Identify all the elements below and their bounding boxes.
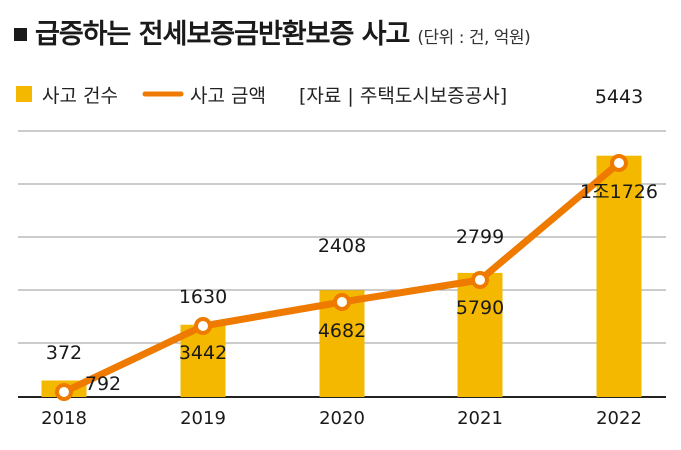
- bar-2022: [596, 155, 642, 397]
- bar-label-2021: 2799: [456, 226, 504, 248]
- bar-label-2018: 372: [46, 342, 82, 364]
- line-label-2020: 4682: [318, 320, 366, 342]
- amount-marker-2019: [194, 317, 212, 335]
- legend-bar-label: 사고 건수: [42, 85, 118, 107]
- title-row: 급증하는 전세보증금반환보증 사고 (단위 : 건, 억원): [14, 12, 531, 52]
- unit-note: (단위 : 건, 억원): [417, 28, 531, 48]
- x-tick-2022: 2022: [596, 408, 642, 429]
- bar-label-2019: 1630: [179, 286, 227, 308]
- amount-marker-2021: [471, 271, 489, 289]
- bar-label-2022: 5443: [595, 86, 643, 108]
- amount-marker-2020: [333, 293, 351, 311]
- line-label-2018: 792: [85, 373, 121, 395]
- bar-label-2020: 2408: [318, 235, 366, 257]
- legend-line-label: 사고 금액: [190, 85, 266, 107]
- x-tick-2020: 2020: [319, 408, 365, 429]
- amount-marker-2022: [610, 154, 628, 172]
- line-label-2019: 3442: [179, 342, 227, 364]
- title-square-icon: [14, 28, 27, 41]
- line-label-2021: 5790: [456, 297, 504, 319]
- x-tick-2019: 2019: [180, 408, 226, 429]
- legend: 사고 건수 사고 금액 [자료 | 주택도시보증공사]: [16, 85, 507, 107]
- labels-layer: 372 1630 2408 2799 5443 792 3442 4682 5790 1조1726…: [41, 86, 658, 429]
- chart-title: 급증하는 전세보증금반환보증 사고: [35, 19, 410, 50]
- line-label-2022: 1조1726: [580, 181, 658, 203]
- bar-2021: [457, 272, 503, 397]
- line-layer: [55, 154, 628, 401]
- legend-bar-swatch: [16, 86, 32, 102]
- source-note: [자료 | 주택도시보증공사]: [299, 85, 507, 107]
- x-tick-2018: 2018: [41, 408, 87, 429]
- amount-marker-2018: [55, 383, 73, 401]
- x-tick-2021: 2021: [457, 408, 503, 429]
